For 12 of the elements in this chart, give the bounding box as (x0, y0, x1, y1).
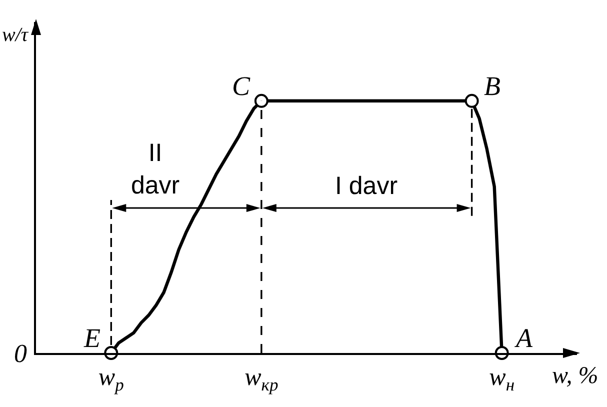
y-axis-title: w/τ (2, 24, 29, 46)
annotation: E (83, 323, 101, 353)
text: 0 (14, 339, 27, 368)
annotation: II davr (131, 139, 180, 200)
annotation: A (514, 323, 533, 353)
annotation: B (484, 71, 500, 101)
annotation: C (232, 71, 251, 101)
annotation: I davr (335, 172, 398, 200)
x-tick-label: w$_{н}$ (489, 364, 515, 394)
x-tick-label: w$_{р}$ (98, 364, 124, 394)
x-tick-label: w$_{кр}$ (244, 364, 278, 394)
x-axis-title: w, % (552, 363, 598, 389)
